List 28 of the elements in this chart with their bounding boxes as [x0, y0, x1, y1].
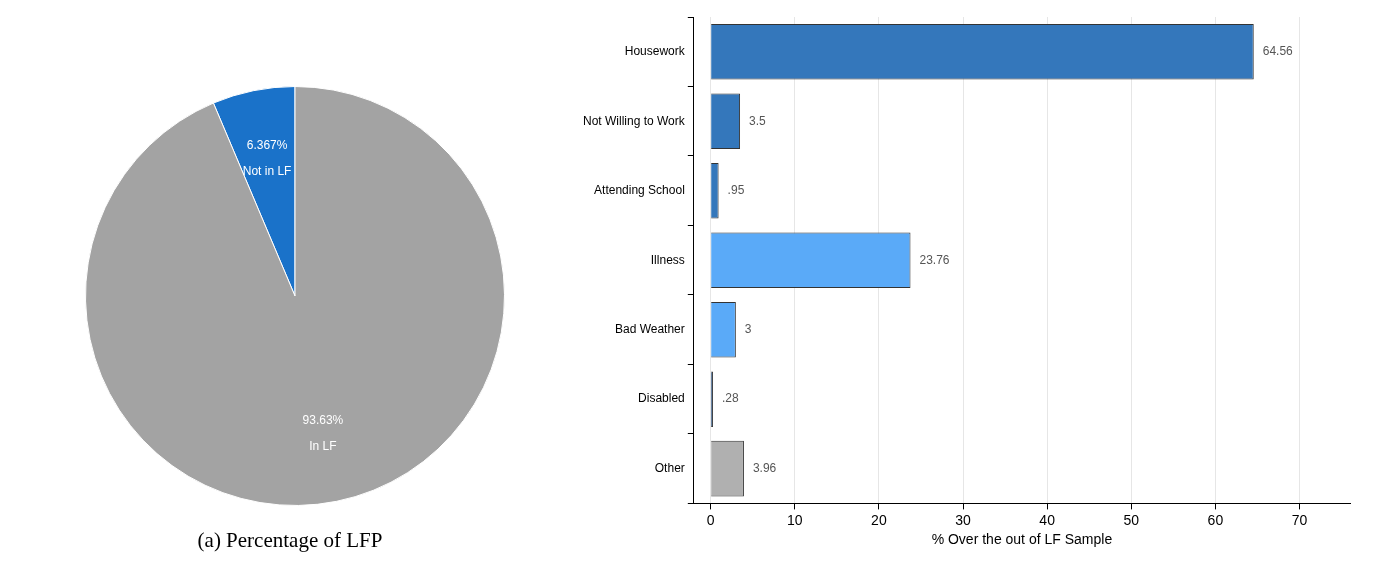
data-label: .95	[727, 183, 745, 198]
y-tick-label: Disabled	[638, 391, 685, 406]
data-label: 3.5	[749, 113, 767, 128]
y-tick-label: Housework	[624, 44, 686, 59]
x-tick-label: 0	[706, 511, 715, 528]
x-tick-label: 60	[1207, 511, 1224, 528]
y-tick-label: Not Willing to Work	[582, 113, 686, 128]
slice-label: In LF	[309, 438, 337, 453]
x-tick-label: 40	[1039, 511, 1056, 528]
data-label: .28	[721, 391, 739, 406]
y-tick-label: Attending School	[594, 183, 685, 198]
y-tick-label: Illness	[650, 252, 685, 267]
data-label: 3.96	[752, 460, 777, 475]
y-tick-label: Bad Weather	[614, 322, 685, 336]
data-label: 6.367%	[246, 137, 288, 152]
data-label: 3	[744, 322, 752, 336]
x-tick-label: 10	[786, 511, 803, 528]
y-tick-label: Other	[654, 460, 685, 475]
x-axis-title: % Over the out of LF Sample	[931, 531, 1113, 548]
x-tick-label: 30	[955, 511, 972, 528]
x-tick-label: 50	[1123, 511, 1140, 528]
text: (a) Percentage of LFP	[196, 528, 384, 553]
data-label: 23.76	[919, 252, 950, 267]
slice-label: Not in LF	[242, 163, 292, 178]
x-tick-label: 70	[1291, 511, 1308, 528]
x-tick-label: 20	[871, 511, 887, 528]
data-label: 93.63%	[302, 412, 344, 427]
data-label: 64.56	[1262, 44, 1294, 59]
